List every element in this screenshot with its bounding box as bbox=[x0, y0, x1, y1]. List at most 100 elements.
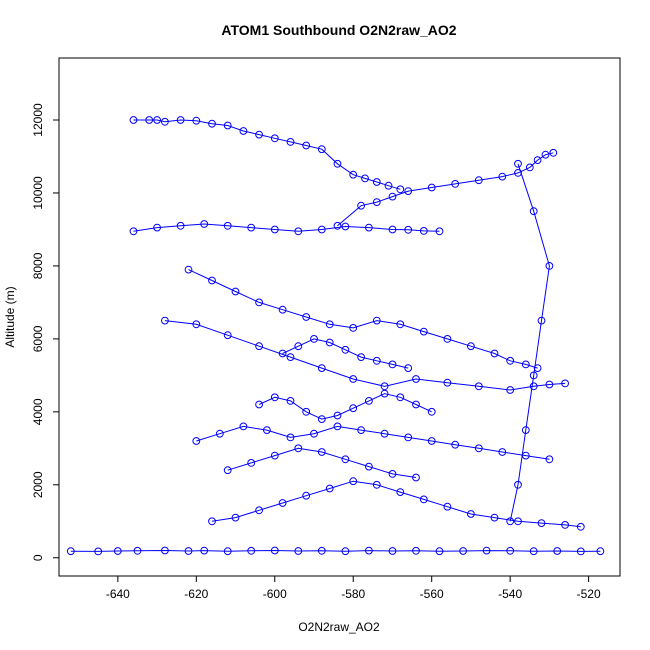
data-point bbox=[412, 546, 420, 555]
data-point bbox=[514, 159, 522, 168]
data-point bbox=[208, 276, 216, 285]
data-point bbox=[482, 546, 491, 555]
data-point bbox=[529, 371, 538, 380]
series-line bbox=[188, 269, 538, 369]
data-point bbox=[388, 192, 397, 201]
data-point bbox=[404, 225, 413, 234]
x-tick-label: -540 bbox=[498, 587, 522, 601]
data-point bbox=[388, 470, 397, 478]
data-point bbox=[419, 227, 428, 235]
data-point bbox=[333, 411, 342, 420]
y-axis-label: Altitude (m) bbox=[3, 286, 17, 347]
data-point bbox=[286, 138, 295, 146]
data-point bbox=[317, 145, 326, 154]
series-line bbox=[196, 425, 550, 460]
data-point bbox=[451, 180, 460, 188]
data-point bbox=[294, 547, 303, 555]
data-point bbox=[384, 181, 393, 190]
data-point bbox=[247, 223, 256, 232]
series-line bbox=[282, 338, 409, 369]
data-point bbox=[294, 342, 303, 351]
x-tick-label: -560 bbox=[420, 587, 444, 601]
y-axis: 0 2000 4000 6000 8000 10000 12000 bbox=[31, 103, 60, 561]
plot-frame bbox=[58, 57, 621, 577]
data-point bbox=[412, 400, 420, 409]
x-tick-label: -620 bbox=[184, 587, 208, 601]
data-point bbox=[427, 407, 436, 416]
data-point bbox=[506, 356, 515, 365]
data-point bbox=[372, 178, 381, 186]
data-point bbox=[223, 221, 232, 230]
data-point bbox=[161, 546, 169, 555]
x-tick-label: -520 bbox=[577, 587, 601, 601]
data-point bbox=[388, 225, 397, 234]
y-tick-label: 6000 bbox=[31, 325, 45, 352]
data-point bbox=[529, 382, 538, 391]
data-point bbox=[184, 547, 193, 555]
data-point bbox=[545, 380, 554, 389]
y-tick-label: 2000 bbox=[31, 471, 45, 498]
data-point bbox=[192, 116, 201, 125]
data-point bbox=[357, 426, 366, 435]
data-point bbox=[443, 502, 452, 511]
y-tick-label: 8000 bbox=[31, 252, 45, 279]
data-point bbox=[270, 546, 279, 555]
data-point bbox=[506, 517, 515, 526]
data-point bbox=[94, 547, 103, 556]
data-point bbox=[223, 466, 232, 475]
data-point bbox=[145, 116, 154, 124]
data-point bbox=[435, 547, 444, 556]
data-point bbox=[278, 305, 287, 314]
data-point bbox=[231, 287, 240, 296]
data-point bbox=[412, 375, 420, 383]
data-point bbox=[419, 327, 428, 336]
data-point bbox=[365, 546, 373, 555]
data-point bbox=[396, 320, 405, 329]
data-point bbox=[380, 429, 389, 438]
data-point bbox=[317, 546, 326, 555]
data-point bbox=[325, 484, 334, 493]
data-point bbox=[317, 448, 326, 456]
data-point bbox=[525, 163, 534, 172]
data-point bbox=[467, 342, 475, 351]
data-point bbox=[365, 462, 373, 471]
data-point bbox=[223, 331, 232, 340]
data-point bbox=[396, 393, 405, 402]
data-point bbox=[596, 547, 605, 556]
data-point bbox=[176, 221, 185, 230]
y-tick-label: 12000 bbox=[31, 103, 45, 137]
data-point bbox=[310, 335, 318, 343]
data-point bbox=[506, 386, 515, 394]
data-point bbox=[153, 116, 162, 124]
data-point bbox=[380, 389, 389, 398]
data-point bbox=[333, 159, 342, 168]
data-point bbox=[365, 223, 373, 232]
data-point bbox=[341, 222, 350, 231]
data-point bbox=[490, 513, 499, 522]
x-axis: -640 -620 -600 -580 -560 -540 -520 bbox=[106, 575, 601, 601]
data-point bbox=[278, 499, 287, 507]
data-point bbox=[357, 201, 366, 210]
data-point bbox=[396, 185, 405, 194]
data-point bbox=[286, 433, 295, 442]
data-point bbox=[208, 119, 216, 128]
data-point bbox=[427, 183, 436, 192]
data-point bbox=[325, 320, 334, 329]
data-point bbox=[435, 227, 444, 236]
data-point bbox=[349, 170, 358, 179]
data-point bbox=[133, 546, 142, 555]
data-point bbox=[66, 547, 75, 556]
y-tick-label: 4000 bbox=[31, 398, 45, 425]
data-point bbox=[451, 440, 460, 449]
data-point bbox=[372, 316, 381, 325]
series-line bbox=[258, 393, 432, 420]
series-line bbox=[227, 447, 417, 478]
series-line bbox=[133, 223, 440, 232]
data-point bbox=[255, 342, 264, 351]
data-point bbox=[541, 150, 550, 159]
data-point bbox=[459, 547, 468, 555]
data-point bbox=[286, 397, 295, 405]
data-point bbox=[113, 547, 122, 555]
data-point bbox=[294, 444, 303, 453]
